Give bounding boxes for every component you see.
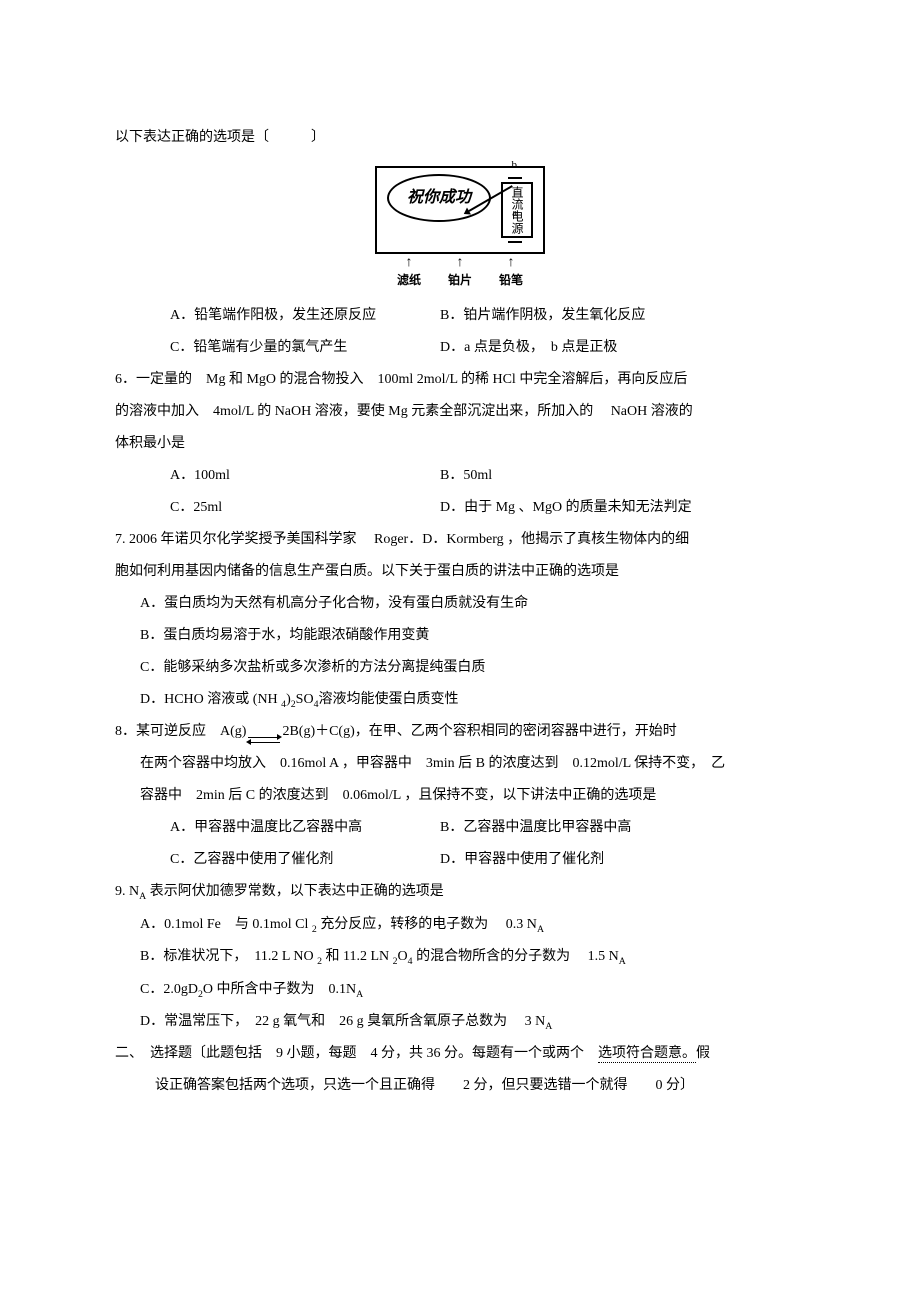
fig-oval-text: 祝你成功 [407, 189, 471, 206]
sec2-line1: 二、 选择题〔此题包括 9 小题，每题 4 分，共 36 分。每题有一个或两个 … [115, 1040, 805, 1068]
q5-opt-b: B．铂片端作阴极，发生氧化反应 [440, 302, 805, 330]
q5-opt-c: C．铅笔端有少量的氯气产生 [170, 334, 440, 362]
q9-opt-a: A．0.1mol Fe 与 0.1mol Cl 2 充分反应，转移的电子数为 0… [115, 911, 805, 939]
q8-line2: 在两个容器中均放入 0.16mol A ，甲容器中 3min 后 B 的浓度达到… [115, 750, 805, 778]
sec2-dotted: 选项符合题意。 [598, 1046, 696, 1063]
q8-opt-b: B．乙容器中温度比甲容器中高 [440, 814, 805, 842]
fig-bottom-labels: ↑滤纸 ↑铂片 ↑铅笔 [115, 258, 805, 292]
sec2-line2: 设正确答案包括两个选项，只选一个且正确得 2 分，但只要选错一个就得 0 分〕 [115, 1072, 805, 1100]
q8-opt-c: C．乙容器中使用了催化剂 [170, 846, 440, 874]
q9-opt-b: B．标准状况下， 11.2 L NO 2 和 11.2 LN 2O4 的混合物所… [115, 943, 805, 971]
q8-opt-a: A．甲容器中温度比乙容器中高 [170, 814, 440, 842]
q7-line1: 7. 2006 年诺贝尔化学奖授予美国科学家 Roger．D．Kormberg … [115, 526, 805, 554]
q8-opt-d: D．甲容器中使用了催化剂 [440, 846, 805, 874]
q7-line2: 胞如何利用基因内储备的信息生产蛋白质。以下关于蛋白质的讲法中正确的选项是 [115, 558, 805, 586]
lead-wire [508, 177, 522, 179]
fig-bl-2: 铅笔 [499, 273, 523, 287]
q6-line3: 体积最小是 [115, 430, 805, 458]
q7-opt-c: C．能够采纳多次盐析或多次渗析的方法分离提纯蛋白质 [115, 654, 805, 682]
q8-line3: 容器中 2min 后 C 的浓度达到 0.06mol/L ，且保持不变，以下讲法… [115, 782, 805, 810]
q9-opt-d: D．常温常压下， 22 g 氧气和 26 g 臭氧所含氧原子总数为 3 NA [115, 1008, 805, 1036]
q5-opt-d: D．a 点是负极， b 点是正极 [440, 334, 805, 362]
q6-line1: 6．一定量的 Mg 和 MgO 的混合物投入 100ml 2mol/L 的稀 H… [115, 366, 805, 394]
figure: b a 祝你成功 直流电源 ↑滤纸 ↑铂片 ↑铅笔 [115, 166, 805, 292]
q5-opt-a: A．铅笔端作阳极，发生还原反应 [170, 302, 440, 330]
q7-opt-d: D．HCHO 溶液或 (NH 4)2SO4溶液均能使蛋白质变性 [115, 686, 805, 714]
q6-opt-d: D．由于 Mg 、MgO 的质量未知无法判定 [440, 494, 805, 522]
q7-opt-b: B．蛋白质均易溶于水，均能跟浓硝酸作用变黄 [115, 622, 805, 650]
q6-opt-c: C．25ml [170, 494, 440, 522]
fig-label-b: b [512, 154, 518, 176]
lead-wire [508, 241, 522, 243]
fig-oval: 祝你成功 [387, 174, 491, 222]
fig-bl-0: 滤纸 [397, 273, 421, 287]
q9-line1: 9. NA 表示阿伏加德罗常数，以下表达中正确的选项是 [115, 878, 805, 906]
q6-opt-b: B．50ml [440, 462, 805, 490]
q7-opt-a: A．蛋白质均为天然有机高分子化合物，没有蛋白质就没有生命 [115, 590, 805, 618]
q6-opt-a: A．100ml [170, 462, 440, 490]
q9-opt-c: C．2.0gD2O 中所含中子数为 0.1NA [115, 976, 805, 1004]
fig-bl-1: 铂片 [448, 273, 472, 287]
q6-line2: 的溶液中加入 4mol/L 的 NaOH 溶液，要使 Mg 元素全部沉淀出来，所… [115, 398, 805, 426]
q8-line1: 8．某可逆反应 A(g)2B(g)＋C(g)，在甲、乙两个容积相同的密闭容器中进… [115, 718, 805, 746]
dc-source-label: 直流电源 [501, 182, 533, 238]
q5-intro: 以下表达正确的选项是〔 〕 [115, 124, 805, 152]
